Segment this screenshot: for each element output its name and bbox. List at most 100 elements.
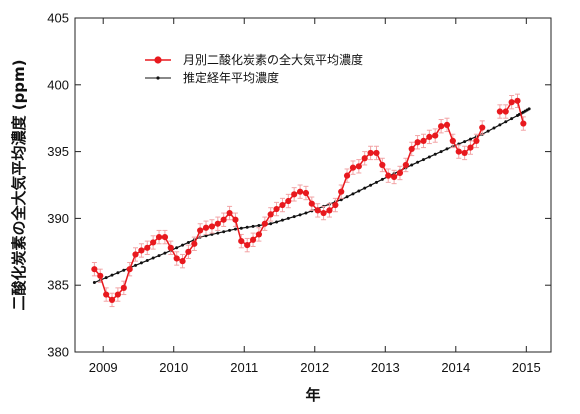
monthly-point — [385, 172, 392, 179]
monthly-point — [343, 172, 351, 179]
legend-trend-label: 推定経年平均濃度 — [183, 70, 279, 85]
tick-labels: 2009 2010 2011 2012 2013 2014 2015 380 385 390 395… — [47, 11, 540, 376]
monthly-point — [261, 220, 268, 227]
monthly-point — [285, 197, 292, 205]
trend-point — [269, 222, 273, 226]
y-tick-label: 385 — [47, 278, 69, 293]
trend-point — [445, 147, 449, 151]
monthly-point — [355, 163, 362, 170]
monthly-point — [267, 211, 274, 218]
trend-point — [122, 268, 126, 272]
axis-ticks — [75, 17, 551, 353]
trend-point — [468, 137, 472, 141]
x-tick-label: 2011 — [230, 360, 258, 375]
monthly-point — [396, 169, 404, 177]
monthly-point — [426, 133, 433, 141]
monthly-point — [438, 123, 445, 130]
monthly-series-layer — [91, 93, 527, 308]
trend-point — [175, 246, 179, 250]
trend-point — [363, 186, 367, 190]
monthly-point — [208, 223, 216, 230]
trend-point — [498, 123, 502, 127]
trend-point — [233, 227, 237, 231]
y-tick-label: 395 — [47, 144, 69, 159]
trend-point — [292, 215, 296, 219]
monthly-point — [449, 137, 456, 145]
monthly-point — [167, 244, 174, 251]
monthly-point — [520, 120, 527, 127]
trend-point — [92, 281, 96, 285]
monthly-point — [379, 161, 386, 169]
plot-area-frame — [74, 17, 552, 353]
monthly-point — [390, 173, 398, 181]
trend-point — [486, 129, 490, 133]
monthly-point — [420, 137, 427, 145]
trend-point — [139, 261, 143, 265]
trend-point — [298, 213, 302, 217]
y-axis-title: 二酸化炭素の全大気平均濃度 (ppm) — [10, 59, 28, 310]
trend-point — [410, 163, 414, 167]
monthly-point — [179, 258, 186, 265]
trend-point — [463, 140, 467, 144]
trend-point — [427, 155, 431, 159]
trend-point — [433, 152, 437, 156]
trend-point — [251, 224, 255, 228]
y-tick-label: 390 — [47, 211, 69, 226]
monthly-point — [473, 137, 480, 145]
trend-point — [275, 220, 279, 224]
monthly-point — [308, 200, 315, 207]
monthly-point — [302, 189, 310, 197]
monthly-point — [373, 149, 380, 157]
monthly-point — [361, 155, 368, 162]
monthly-point — [273, 205, 280, 213]
monthly-point — [214, 220, 221, 227]
trend-point — [339, 198, 343, 202]
monthly-point — [103, 291, 110, 298]
trend-point — [286, 216, 290, 220]
trend-point — [181, 243, 185, 247]
monthly-point — [226, 209, 233, 217]
x-tick-label: 2014 — [441, 360, 470, 375]
legend-monthly-label: 月別二酸化炭素の全大気平均濃度 — [183, 52, 363, 67]
trend-point — [216, 231, 220, 235]
monthly-point — [291, 191, 298, 198]
monthly-point — [108, 296, 116, 303]
monthly-point — [173, 255, 180, 262]
monthly-point — [220, 216, 227, 223]
trend-point — [421, 158, 425, 162]
trend-point — [134, 263, 138, 267]
trend-point — [228, 228, 232, 232]
monthly-point — [185, 248, 192, 255]
monthly-point — [408, 145, 415, 153]
trend-point — [257, 224, 261, 228]
trend-point — [186, 240, 190, 244]
monthly-point — [414, 139, 421, 146]
monthly-point — [126, 266, 133, 273]
monthly-point — [197, 227, 204, 234]
monthly-point — [138, 247, 145, 254]
monthly-point — [114, 291, 121, 298]
monthly-point — [232, 216, 239, 223]
monthly-point — [255, 231, 263, 238]
monthly-point — [144, 244, 151, 251]
trend-point — [245, 225, 249, 229]
trend-point — [280, 218, 284, 222]
monthly-point — [443, 121, 451, 128]
x-axis-title: 年 — [305, 386, 320, 404]
monthly-point — [461, 149, 468, 157]
x-tick-label: 2012 — [300, 360, 329, 375]
y-tick-label: 400 — [47, 77, 69, 92]
monthly-line — [93, 124, 483, 301]
monthly-point — [279, 201, 286, 209]
trend-point — [439, 150, 443, 154]
trend-point — [504, 120, 508, 124]
monthly-point — [496, 108, 503, 115]
monthly-point — [402, 161, 409, 169]
monthly-point — [296, 188, 304, 195]
monthly-point — [508, 99, 515, 106]
trend-point — [345, 195, 349, 199]
trend-point — [110, 273, 114, 277]
trend-point — [222, 230, 226, 234]
monthly-point — [314, 207, 321, 214]
